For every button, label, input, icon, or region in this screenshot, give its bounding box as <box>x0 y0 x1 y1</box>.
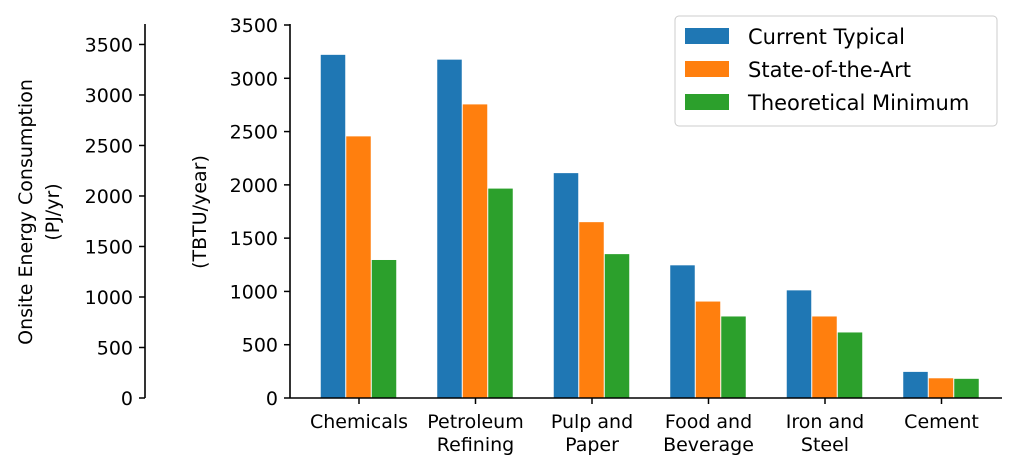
bar-chemicals-state-of-the-art <box>346 136 371 398</box>
primary-y-tick-label-1000: 1000 <box>230 281 278 303</box>
bar-iron-and-steel-current-typical <box>786 290 812 398</box>
bars-layer <box>320 54 979 399</box>
bar-chemicals-current-typical <box>320 54 346 399</box>
bar-pulp-and-paper-theoretical-minimum <box>604 254 630 398</box>
legend-label-theoretical-minimum: Theoretical Minimum <box>747 91 969 115</box>
x-tick-label-iron-and-steel: Iron and Steel <box>786 411 864 456</box>
legend-label-current-typical: Current Typical <box>748 25 905 49</box>
primary-y-tick-label-2500: 2500 <box>230 122 278 144</box>
x-tick-label-chemicals: Chemicals <box>310 411 408 433</box>
secondary-y-tick-label-0: 0 <box>121 388 133 410</box>
legend: Current Typical State-of-the-Art Theoretic… <box>674 15 998 127</box>
secondary-y-tick-label-500: 500 <box>97 337 133 359</box>
bar-pulp-and-paper-state-of-the-art <box>579 222 604 398</box>
legend-swatch-theoretical-minimum <box>685 94 729 110</box>
primary-y-tick-label-1500: 1500 <box>230 228 278 250</box>
bar-cement-state-of-the-art <box>928 378 954 398</box>
x-axis: Chemicals Petroleum Refining Pulp and Paper F… <box>290 397 1002 456</box>
x-tick-label-petroleum-refining: Petroleum Refining <box>427 411 523 456</box>
bar-petroleum-refining-state-of-the-art <box>462 104 488 399</box>
secondary-y-tick-label-3000: 3000 <box>85 85 133 107</box>
x-tick-label-pulp-and-paper: Pulp and Paper <box>551 411 633 456</box>
bar-pulp-and-paper-current-typical <box>553 173 579 398</box>
bar-chemicals-theoretical-minimum <box>371 259 397 398</box>
legend-label-state-of-the-art: State-of-the-Art <box>748 58 911 82</box>
primary-y-tick-label-500: 500 <box>242 335 278 357</box>
bar-food-and-beverage-theoretical-minimum <box>721 316 746 398</box>
secondary-y-axis-title: Onsite Energy Consumption (PJ/yr) <box>15 79 64 345</box>
secondary-y-tick-label-2500: 2500 <box>85 135 133 157</box>
legend-box <box>674 15 998 127</box>
secondary-y-axis: 0 500 1000 1500 2000 2500 3000 3500 <box>85 24 146 410</box>
secondary-y-tick-label-1000: 1000 <box>85 287 133 309</box>
bar-iron-and-steel-theoretical-minimum <box>837 332 863 398</box>
secondary-y-tick-label-1500: 1500 <box>85 236 133 258</box>
primary-y-tick-label-2000: 2000 <box>230 175 278 197</box>
legend-swatch-current-typical <box>685 28 729 44</box>
x-tick-label-food-and-beverage: Food and Beverage <box>663 411 754 456</box>
secondary-y-tick-label-3500: 3500 <box>85 34 133 56</box>
primary-y-axis-title: (TBTU/year) <box>189 155 211 269</box>
primary-y-tick-label-0: 0 <box>266 388 278 410</box>
bar-petroleum-refining-current-typical <box>437 59 462 398</box>
secondary-y-tick-label-2000: 2000 <box>85 186 133 208</box>
bar-food-and-beverage-state-of-the-art <box>695 301 721 398</box>
bar-iron-and-steel-state-of-the-art <box>812 316 837 398</box>
bar-cement-current-typical <box>903 371 928 398</box>
primary-y-tick-label-3500: 3500 <box>230 15 278 37</box>
legend-swatch-state-of-the-art <box>685 61 729 77</box>
primary-y-axis: 0 500 1000 1500 2000 2500 3000 3500 <box>230 15 291 410</box>
bar-cement-theoretical-minimum <box>954 378 979 398</box>
primary-y-tick-label-3000: 3000 <box>230 68 278 90</box>
bar-food-and-beverage-current-typical <box>670 265 695 398</box>
x-tick-label-cement: Cement <box>904 411 979 433</box>
axis-titles: (TBTU/year) Onsite Energy Consumption (PJ/… <box>15 79 211 345</box>
bar-petroleum-refining-theoretical-minimum <box>488 188 513 398</box>
